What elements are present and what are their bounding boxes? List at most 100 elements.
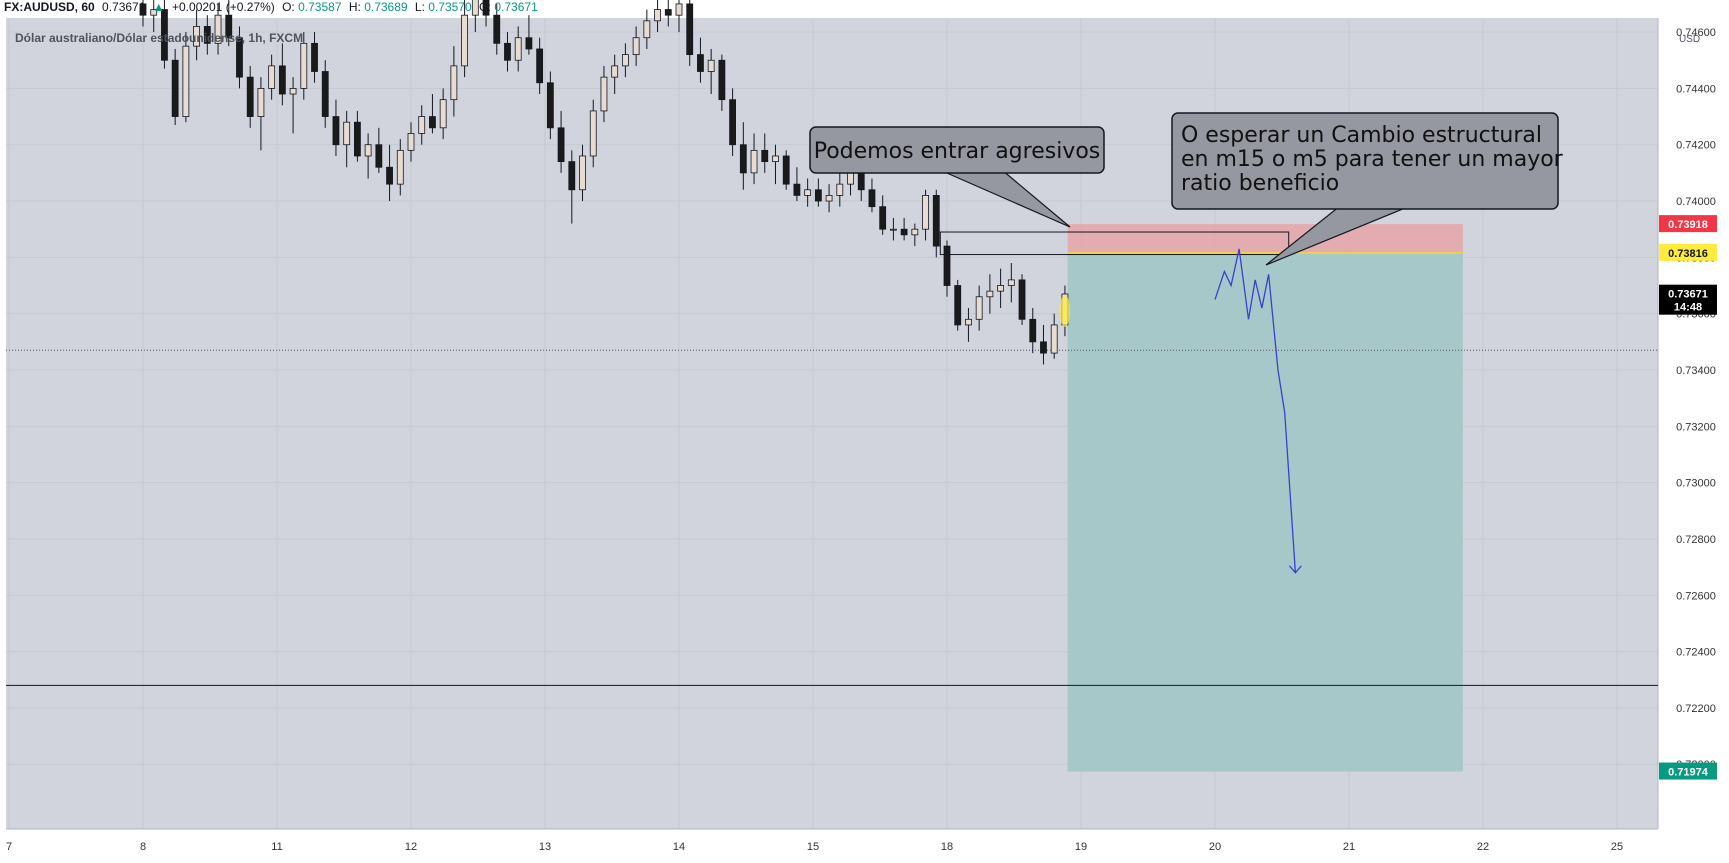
candle-body <box>954 285 962 326</box>
candle-body <box>278 65 286 95</box>
time-axis[interactable] <box>0 829 1729 863</box>
candle-body <box>321 71 329 117</box>
change-value: +0.00201 (+0.27%) <box>172 0 275 14</box>
x-tick-label: 20 <box>1209 841 1221 853</box>
range-box[interactable] <box>939 231 1290 256</box>
candle <box>750 133 758 185</box>
candle <box>879 195 887 235</box>
candle-body <box>139 3 147 16</box>
low-value: 0.73570 <box>428 0 472 14</box>
callout-box <box>809 126 1105 174</box>
x-tick-label: 14 <box>673 841 685 853</box>
candle-body <box>664 9 672 16</box>
candle-body <box>611 65 619 78</box>
callout-text-line: ratio beneficio <box>1181 171 1339 196</box>
symbol-header: FX:AUDUSD, 60 0.73671 ▲ +0.00201 (+0.27%… <box>4 0 538 14</box>
candle <box>139 0 147 27</box>
candle-body <box>847 172 854 185</box>
candle <box>868 178 876 213</box>
candle <box>182 32 190 123</box>
candle-body <box>890 228 897 231</box>
candle-body <box>471 0 479 16</box>
candle-body <box>429 116 436 129</box>
candle <box>654 0 661 33</box>
candle-body <box>1029 318 1037 343</box>
candle-body <box>654 9 661 22</box>
callout-aggressive-entry[interactable]: Podemos entrar agresivos <box>809 126 1105 228</box>
candle <box>697 37 704 83</box>
candle <box>161 0 168 69</box>
candle-body <box>697 54 704 72</box>
x-tick-label: 22 <box>1477 841 1489 853</box>
candle <box>418 105 426 145</box>
candle-body <box>493 14 501 44</box>
candle <box>1050 313 1058 359</box>
y-tick-label: 0.74600 <box>1676 27 1716 39</box>
candle <box>236 26 243 89</box>
candle-body <box>622 54 629 67</box>
price-tag-bg <box>1659 762 1717 780</box>
candle <box>364 133 372 179</box>
price-tag-bg <box>1659 284 1717 315</box>
candle <box>782 150 790 190</box>
position-zones[interactable] <box>1067 224 1463 772</box>
candle-body <box>407 133 415 151</box>
x-tick-label: 15 <box>807 841 819 853</box>
candle-body <box>236 37 243 78</box>
currency-label: USD <box>1679 34 1700 45</box>
candle-body <box>675 3 683 16</box>
candle-body <box>932 195 940 247</box>
x-tick-label: 13 <box>539 841 551 853</box>
candle <box>203 15 211 55</box>
candle <box>986 274 994 314</box>
candle <box>579 144 586 202</box>
y-tick-label: 0.74200 <box>1676 140 1716 152</box>
candle <box>814 178 822 207</box>
candle <box>975 285 983 331</box>
candle <box>632 26 640 66</box>
candle-body <box>203 26 211 44</box>
low-label: L: <box>415 0 425 14</box>
horizontal-lines <box>6 349 1658 686</box>
candle-body <box>386 166 393 185</box>
candle <box>1029 308 1037 354</box>
candle-body <box>879 206 887 230</box>
price-tag-value: 0.71974 <box>1668 767 1709 779</box>
candle-body <box>311 42 318 72</box>
candle <box>686 0 694 66</box>
stop-loss-zone[interactable] <box>1067 224 1463 253</box>
callout-joint <box>941 169 1001 172</box>
candle <box>707 48 715 95</box>
price-tag-bg <box>1659 243 1717 261</box>
candle-body <box>857 172 865 191</box>
drawings[interactable]: Podemos entrar agresivos O esperar un Cam… <box>809 112 1564 574</box>
candle-body <box>943 245 951 286</box>
candle <box>450 46 458 117</box>
candle-body <box>868 189 876 208</box>
candle <box>922 189 929 241</box>
change-arrow-icon: ▲ <box>153 0 165 14</box>
candle-body <box>364 144 372 157</box>
price-axis[interactable] <box>1658 18 1729 829</box>
candle <box>396 139 404 196</box>
candle-body <box>707 59 715 72</box>
price-tag-value: 0.73816 <box>1668 248 1708 260</box>
candle-body <box>997 285 1004 292</box>
candle <box>214 3 222 55</box>
candle <box>965 308 972 342</box>
candle-body <box>836 183 844 196</box>
projection-path[interactable] <box>1214 248 1297 573</box>
close-value: 0.73671 <box>494 0 538 14</box>
candle <box>525 15 533 55</box>
candle <box>1040 324 1047 365</box>
x-tick-label: 21 <box>1343 841 1355 853</box>
candle <box>546 71 554 140</box>
candle-body <box>171 59 179 117</box>
candle-body <box>975 296 983 320</box>
callout-box <box>1171 112 1559 210</box>
take-profit-zone[interactable] <box>1067 252 1463 772</box>
candles <box>139 0 1070 365</box>
